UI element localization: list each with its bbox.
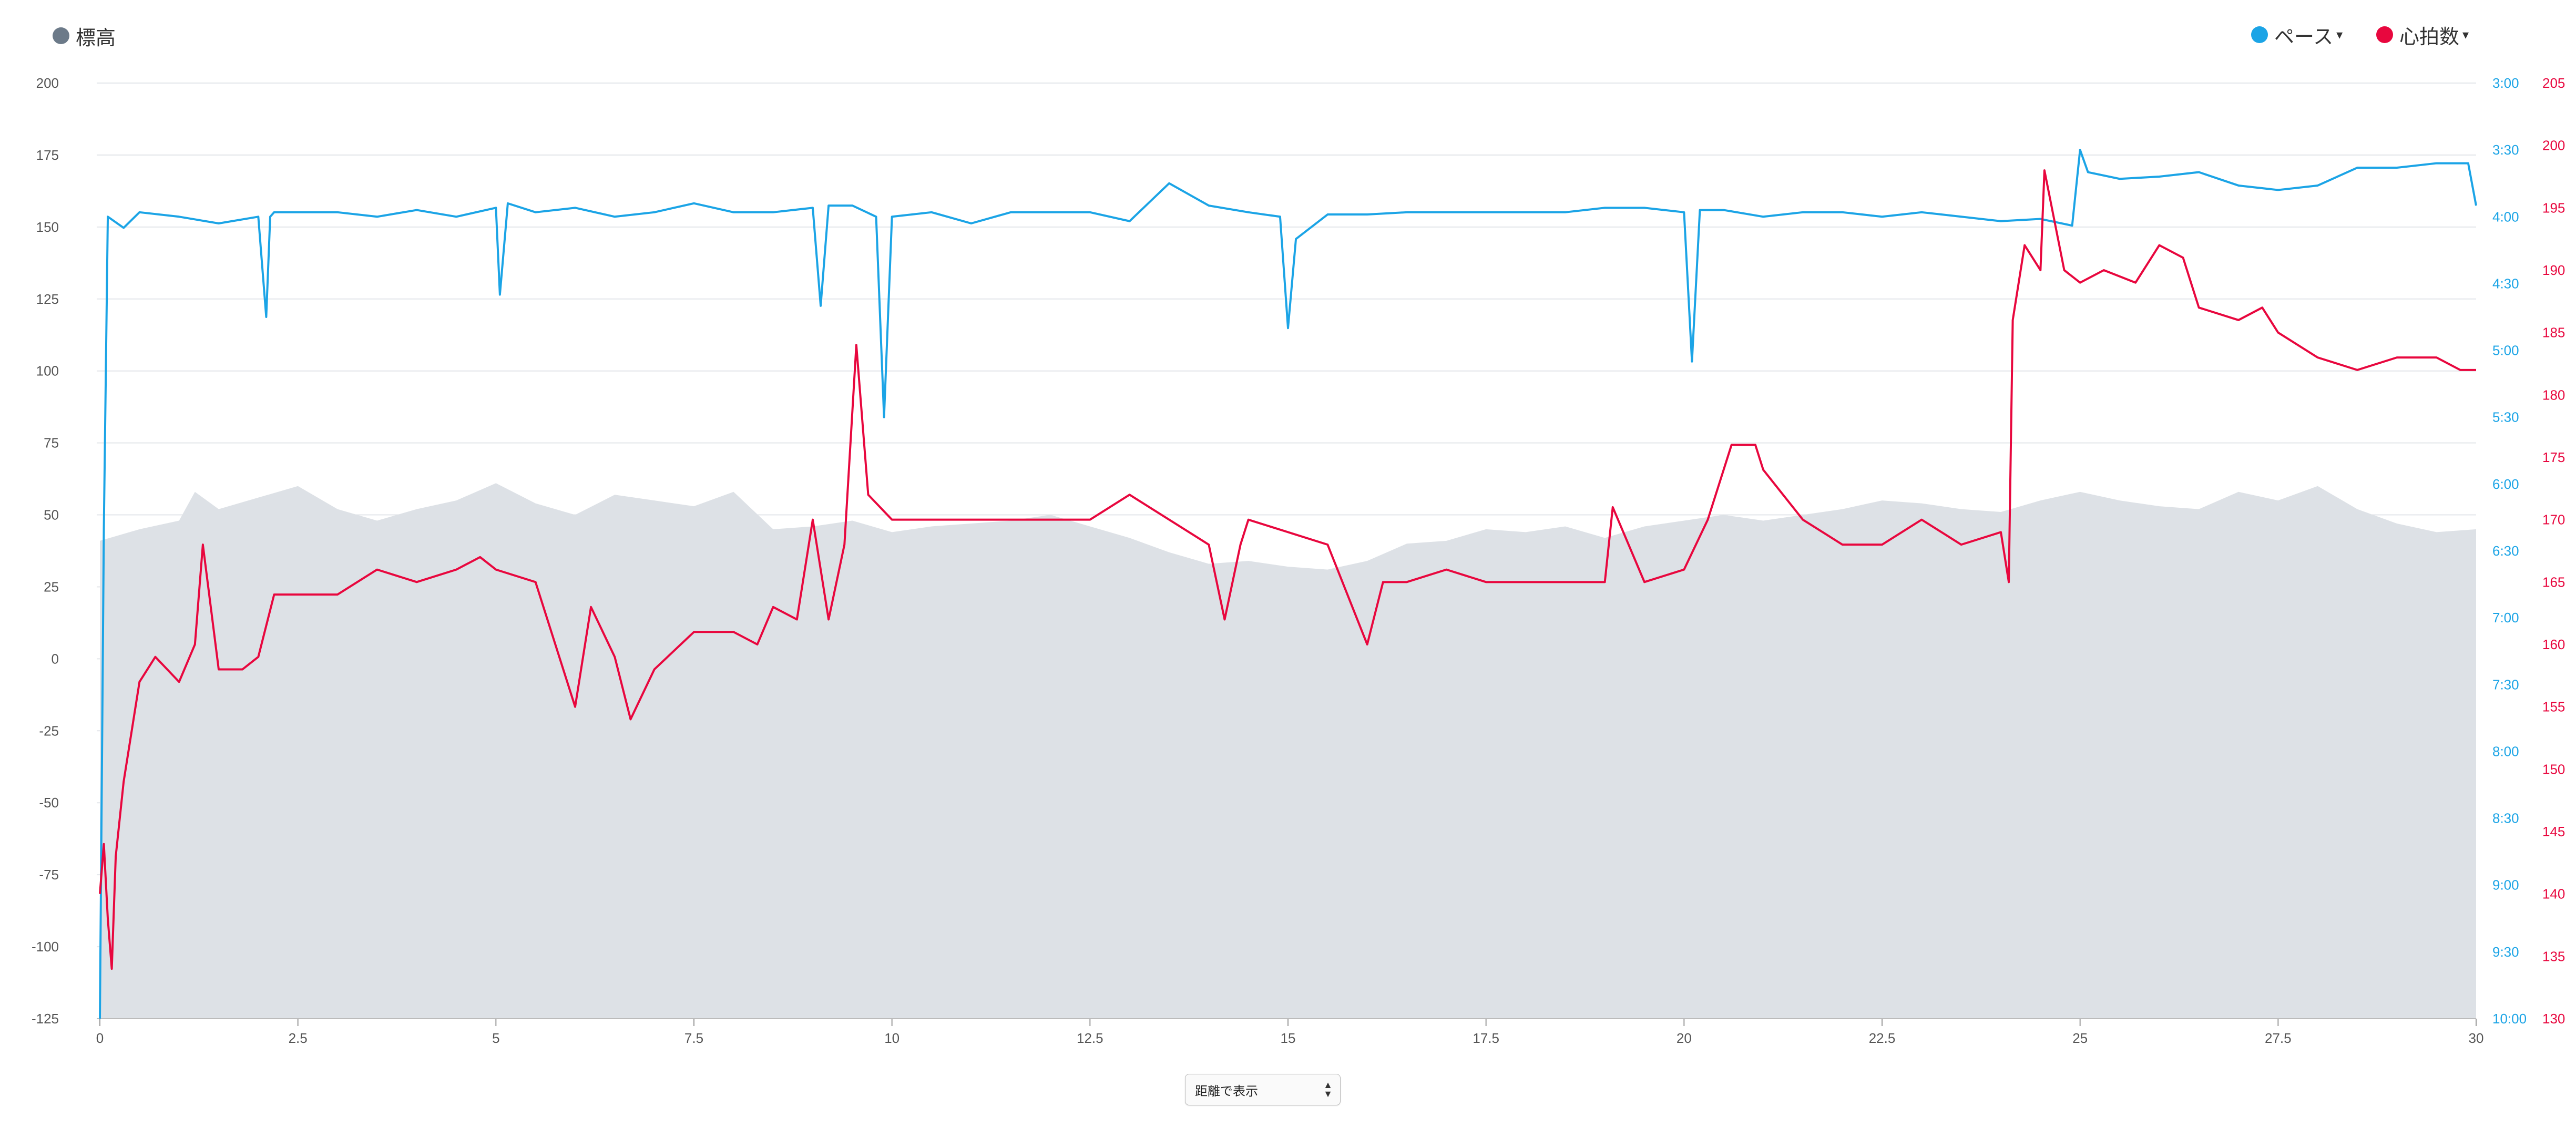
y-tick-heart-rate: 175: [2542, 449, 2565, 465]
heart-rate-series: [99, 169, 2476, 970]
view-mode-label: 距離で表示: [1195, 1084, 1258, 1099]
y-tick-heart-rate: 135: [2542, 948, 2565, 964]
legend-heart-rate-toggle[interactable]: 心拍数 ▾: [2376, 19, 2469, 50]
y-tick-elevation: -25: [39, 723, 59, 739]
x-tick-label: 25: [2072, 1030, 2088, 1046]
pace-line: [99, 149, 2477, 1019]
y-tick-pace: 5:00: [2492, 343, 2519, 358]
y-tick-heart-rate: 145: [2542, 824, 2565, 839]
y-tick-elevation: -50: [39, 795, 59, 811]
y-tick-heart-rate: 170: [2542, 512, 2565, 528]
y-tick-heart-rate: 130: [2542, 1011, 2565, 1027]
y-tick-pace: 4:00: [2492, 209, 2519, 224]
y-tick-pace: 7:30: [2492, 676, 2519, 692]
y-tick-elevation: 0: [52, 651, 59, 666]
y-tick-elevation: 200: [36, 75, 59, 91]
y-tick-heart-rate: 180: [2542, 387, 2565, 403]
x-tick-label: 2.5: [289, 1030, 308, 1046]
y-tick-elevation: 50: [44, 507, 59, 523]
x-tick-label: 5: [492, 1030, 499, 1046]
y-tick-elevation: 175: [36, 147, 59, 163]
legend-pace-toggle[interactable]: ペース ▾: [2251, 19, 2343, 50]
legend-elevation[interactable]: 標高: [53, 20, 116, 52]
elevation-dot-icon: [53, 27, 69, 44]
x-tick-label: 17.5: [1473, 1030, 1499, 1046]
elevation-area: [100, 483, 2476, 1019]
x-tick-label: 15: [1281, 1030, 1296, 1046]
y-tick-elevation: 125: [36, 291, 59, 307]
y-tick-heart-rate: 160: [2542, 637, 2565, 652]
x-tick-label: 22.5: [1869, 1030, 1896, 1046]
y-tick-heart-rate: 190: [2542, 262, 2565, 278]
elevation-area-path: [100, 483, 2476, 1019]
y-tick-pace: 8:30: [2492, 811, 2519, 826]
y-tick-pace: 4:30: [2492, 275, 2519, 291]
y-tick-elevation: 100: [36, 363, 59, 379]
axes: 2001751501251007550250-25-50-75-100-1253…: [32, 75, 2565, 1046]
y-tick-heart-rate: 140: [2542, 886, 2565, 902]
x-tick-label: 30: [2469, 1030, 2484, 1046]
y-tick-heart-rate: 150: [2542, 761, 2565, 777]
pace-dot-icon: [2251, 26, 2268, 43]
y-tick-heart-rate: 200: [2542, 138, 2565, 153]
y-tick-pace: 5:30: [2492, 409, 2519, 425]
y-tick-pace: 3:30: [2492, 142, 2519, 158]
y-tick-pace: 9:00: [2492, 877, 2519, 893]
y-tick-pace: 9:30: [2492, 944, 2519, 960]
y-tick-pace: 6:00: [2492, 476, 2519, 492]
view-mode-select[interactable]: 距離で表示 ▲ ▼: [1185, 1074, 1341, 1105]
heart-rate-line: [99, 169, 2476, 970]
y-tick-heart-rate: 195: [2542, 200, 2565, 216]
x-tick-label: 12.5: [1077, 1030, 1103, 1046]
y-tick-heart-rate: 165: [2542, 574, 2565, 590]
y-tick-elevation: -75: [39, 867, 59, 883]
pace-series: [99, 149, 2477, 1019]
heart-rate-dot-icon: [2376, 26, 2393, 43]
x-tick-label: 0: [96, 1030, 104, 1046]
y-tick-elevation: 150: [36, 219, 59, 235]
y-tick-heart-rate: 155: [2542, 699, 2565, 715]
heart-rate-caret-icon: ▾: [2462, 27, 2469, 42]
y-tick-elevation: -125: [32, 1011, 59, 1027]
y-tick-elevation: -100: [32, 939, 59, 955]
y-tick-pace: 3:00: [2492, 75, 2519, 91]
y-tick-pace: 8:00: [2492, 743, 2519, 759]
y-tick-pace: 6:30: [2492, 543, 2519, 559]
x-tick-label: 27.5: [2265, 1030, 2292, 1046]
x-tick-label: 10: [884, 1030, 899, 1046]
pace-caret-icon: ▾: [2336, 27, 2343, 42]
select-arrows-icon: ▲ ▼: [1323, 1080, 1333, 1099]
x-tick-label: 20: [1677, 1030, 1692, 1046]
legend-heart-rate-label: 心拍数: [2399, 26, 2460, 48]
legend-elevation-label: 標高: [76, 27, 116, 49]
y-tick-heart-rate: 205: [2542, 75, 2565, 91]
x-tick-label: 7.5: [684, 1030, 703, 1046]
legend-pace-label: ペース: [2274, 26, 2334, 48]
y-tick-elevation: 75: [44, 435, 59, 451]
y-tick-heart-rate: 185: [2542, 325, 2565, 341]
y-tick-pace: 10:00: [2492, 1011, 2527, 1027]
y-tick-elevation: 25: [44, 579, 59, 594]
y-tick-pace: 7:00: [2492, 610, 2519, 625]
